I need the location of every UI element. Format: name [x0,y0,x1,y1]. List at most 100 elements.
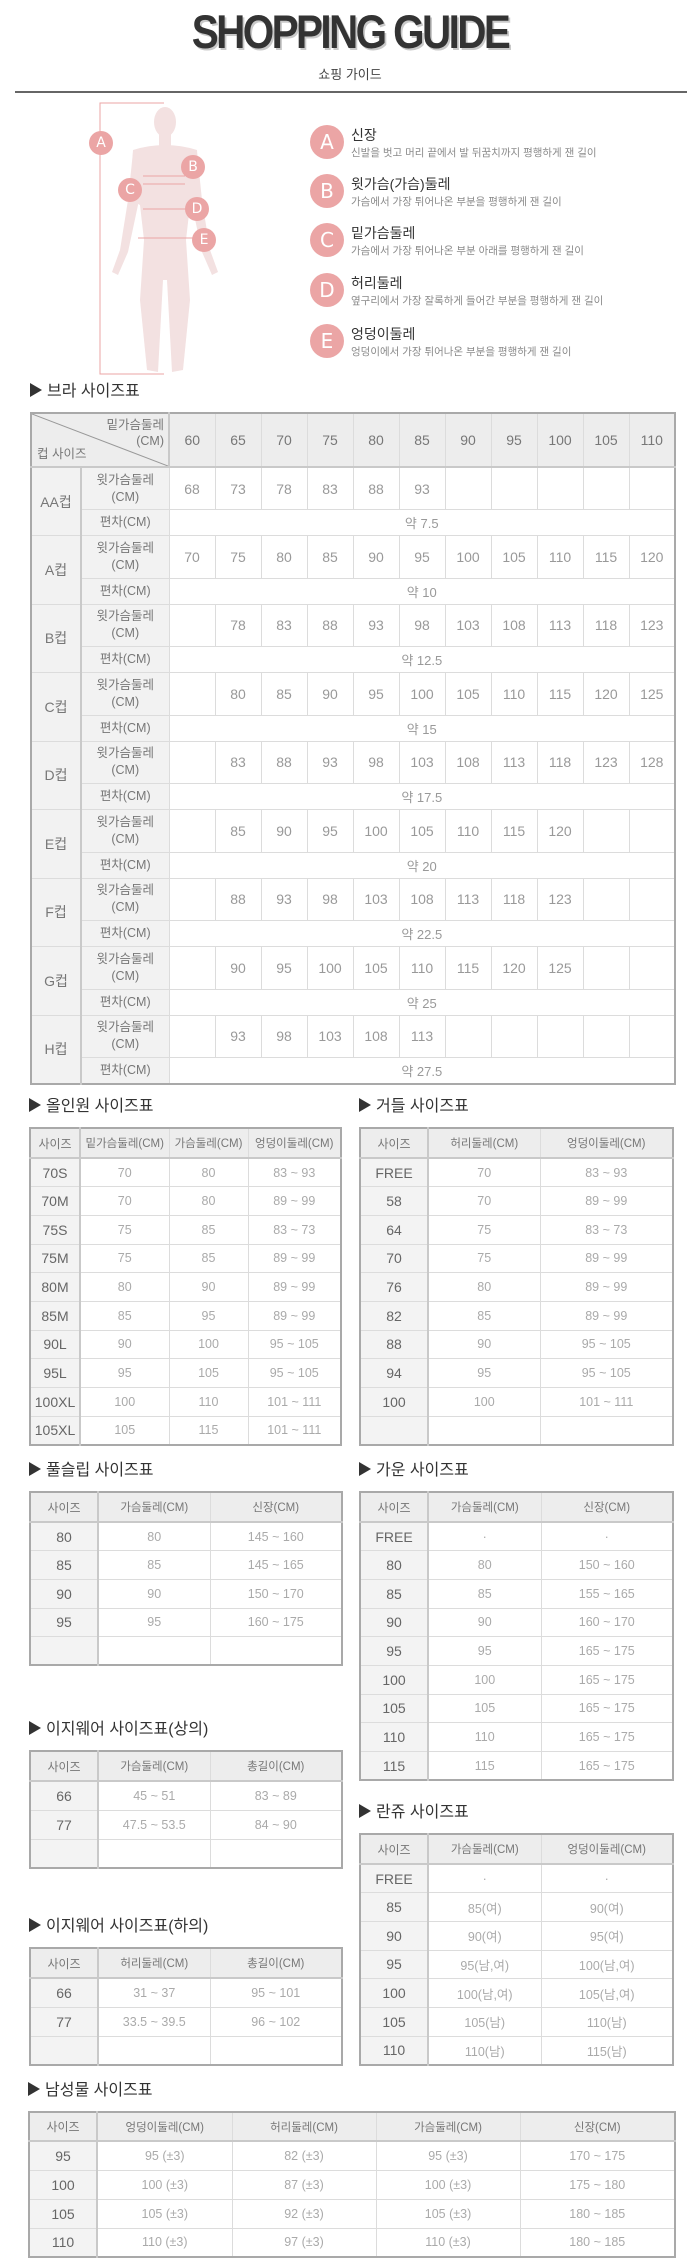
table-cell: 90 [260,809,308,853]
easy-bottom-section-title-text: 이지웨어 사이즈표(하의) [46,1918,209,1935]
size-cell: 85 [359,1578,429,1609]
column-header: 가슴둘레(CM) [168,1127,249,1159]
table-row: 95L 95 105 95 ~ 105 [29,1358,342,1388]
row-label-cell: 윗가슴둘레 (CM) [80,877,170,921]
table-cell: 100 [352,809,400,853]
size-cell: 100XL [29,1387,81,1417]
table-cell: 105(남,여) [540,1978,674,2008]
table-header-row: 사이즈 가슴둘레(CM) 신장(CM) [29,1491,343,1523]
table-cell: 78 [214,603,262,647]
deviation-cell: 약 25 [168,988,676,1016]
table-header-row: 사이즈 허리둘레(CM) 엉덩이둘레(CM) [359,1127,674,1159]
row-label: 윗가슴둘레 [96,951,154,966]
size-cell: 100 [28,2169,98,2200]
marker-a: A [89,131,113,155]
size-cell: 76 [359,1272,429,1302]
size-cell: 85M [29,1300,81,1331]
table-row [29,1636,343,1666]
table-cell [536,1014,584,1058]
guide-item-title: 신장 [351,127,377,143]
size-cell: 90L [29,1329,81,1360]
table-cell: 95 [427,1358,541,1388]
size-cell: 100 [359,1978,429,2008]
table-row: 66 45 ~ 51 83 ~ 89 [29,1780,343,1811]
table-cell: 93 [260,877,308,921]
size-cell: 75M [29,1243,81,1274]
row-label-cell: 윗가슴둘레 (CM) [80,809,170,853]
table-row: G컵 윗가슴둘레 (CM) 90 95 100 105 110 115 120 125 [30,946,676,1016]
size-cell: FREE [359,1521,429,1552]
size-cell [29,1636,99,1666]
size-cell: FREE [359,1863,429,1894]
allinone-size-table: 사이즈 밑가슴둘레(CM) 가슴둘레(CM) 엉덩이둘레(CM) 70S 70 80 83 ~… [29,1127,342,1446]
table-cell: 95 [79,1358,170,1388]
deviation-cell: 약 15 [168,714,676,742]
table-row [359,1415,674,1446]
table-row [29,1838,343,1869]
girdle-section-title-text: 거들 사이즈표 [376,1098,469,1115]
table-cell: 83 ~ 89 [209,1780,343,1811]
table-row: 85 85 155 ~ 165 [359,1578,674,1609]
column-header: 사이즈 [359,1127,429,1159]
table-cell: 108 [352,1014,400,1058]
row-label: 윗가슴둘레 [96,540,154,555]
easy-bottom-size-table: 사이즈 허리둘레(CM) 총길이(CM) 66 31 ~ 37 95 ~ 101 77 33.… [29,1947,343,2066]
table-row: C컵 윗가슴둘레 (CM) 80 85 90 95 100 105 110 115 120 125 [30,672,676,742]
page-subtitle: 쇼핑 가이드 [318,67,382,82]
row-label-cell: 윗가슴둘레 (CM) [80,1014,170,1058]
triangle-right-icon [359,1462,371,1476]
table-cell: 92 (±3) [231,2198,377,2229]
table-cell [536,466,584,510]
table-cell: 115 [444,946,492,990]
size-cell: 105 [359,1693,429,1724]
corner-header-cell: 밑가슴둘레 (CM) 컵 사이즈 [30,412,170,468]
table-cell: 125 [628,672,676,716]
table-cell [209,1636,343,1666]
table-cell: 101 ~ 111 [247,1415,342,1446]
table-row: 58 70 89 ~ 99 [359,1186,674,1216]
size-cell: 66 [29,1780,99,1811]
row-label: 윗가슴둘레 [96,883,154,898]
table-row: 105XL 105 115 101 ~ 111 [29,1415,342,1446]
table-cell: · [427,1863,542,1894]
table-row: 90 90 150 ~ 170 [29,1578,343,1609]
table-row: 90 90 160 ~ 170 [359,1607,674,1638]
table-cell: 145 ~ 160 [209,1521,343,1552]
table-header-row: 사이즈 가슴둘레(CM) 엉덩이둘레(CM) [359,1833,674,1865]
table-cell: 105 [79,1415,170,1446]
row-unit: (CM) [111,557,140,572]
table-cell: 90(여) [427,1920,542,1951]
size-cell [29,2035,99,2066]
table-cell: 85 [168,1243,249,1274]
table-cell: 85 [260,672,308,716]
table-row: 편차(CM) 약 20 [31,851,676,879]
table-cell: 31 ~ 37 [97,1977,211,2008]
corner-unit-label: (CM) [136,434,164,448]
table-cell: 88 [352,466,400,510]
deviation-cell: 약 20 [168,851,676,879]
cup-size-cell: H컵 [30,1014,82,1084]
table-cell [97,1636,211,1666]
table-cell: 45 ~ 51 [97,1780,211,1811]
table-cell: 88 [306,603,354,647]
table-cell: 103 [398,740,446,784]
table-cell: 87 (±3) [231,2169,377,2200]
table-cell: 115 [582,535,630,579]
table-cell: 165 ~ 175 [540,1693,674,1724]
table-cell: 95 ~ 105 [247,1329,342,1360]
table-cell: 108 [444,740,492,784]
table-cell: 75 [79,1243,170,1274]
row-label-cell: 윗가슴둘레 (CM) [80,466,170,510]
table-row: 105 105 (±3) 92 (±3) 105 (±3) 180 ~ 185 [28,2198,676,2229]
table-row: 95 95 160 ~ 175 [29,1607,343,1638]
table-cell: 83 [214,740,262,784]
size-cell: 100 [359,1387,429,1417]
table-cell: 85 [79,1300,170,1331]
guide-item: C 밑가슴둘레 가슴에서 가장 튀어나온 부분 아래를 평행하게 잰 길이 [310,223,690,263]
table-row: 76 80 89 ~ 99 [359,1272,674,1302]
marker-d-icon: D [310,273,344,307]
cup-size-cell: A컵 [30,535,82,605]
size-cell: 100 [359,1664,429,1695]
column-header: 65 [214,412,262,468]
table-cell: 95 (±3) [96,2140,233,2171]
